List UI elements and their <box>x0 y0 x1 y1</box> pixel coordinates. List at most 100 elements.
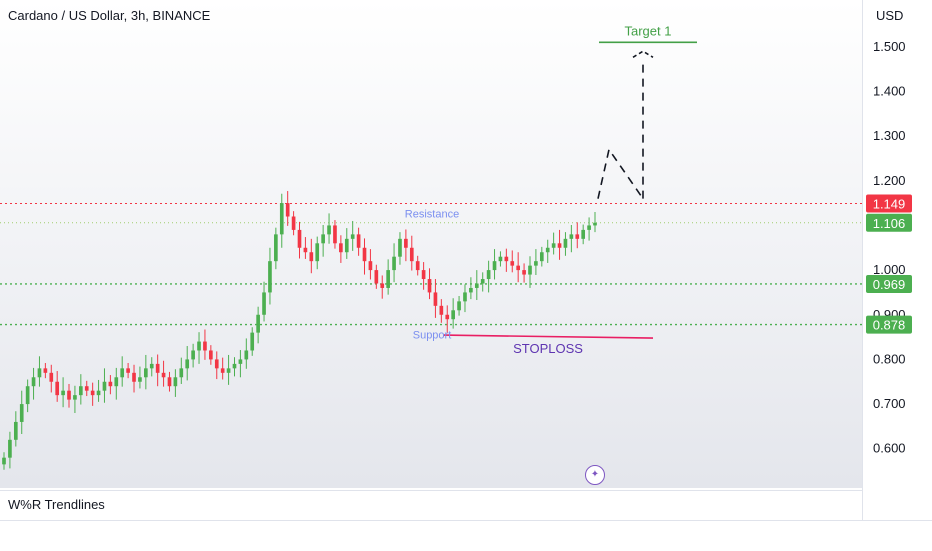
candle-body <box>457 301 461 311</box>
time-axis[interactable] <box>0 520 932 551</box>
candle-body <box>327 225 331 235</box>
candle-body <box>167 377 172 387</box>
candle-body <box>191 350 195 360</box>
price-tag-resistance <box>866 194 912 213</box>
currency-label[interactable]: USD <box>876 8 904 23</box>
indicator-pane: W%R Trendlines <box>0 490 862 517</box>
candle-body <box>43 368 48 373</box>
candle-body <box>197 341 201 351</box>
chart-plot[interactable]: 1.5001.4001.3001.2001.0000.9000.8000.700… <box>0 0 932 520</box>
candle-body <box>480 279 485 284</box>
candle-body <box>120 368 125 378</box>
candle-body <box>344 238 349 253</box>
candle-body <box>78 386 83 396</box>
candle-body <box>285 203 290 217</box>
candle-body <box>575 234 580 239</box>
candle-body <box>2 457 6 465</box>
candle-body <box>392 256 396 271</box>
candle-body <box>569 234 574 239</box>
candle-body <box>185 359 190 369</box>
y-tick-label: 1.400 <box>873 83 906 98</box>
candle-body <box>534 261 538 266</box>
candle-body <box>96 390 101 396</box>
candle-body <box>486 270 491 280</box>
candle-body <box>61 390 65 396</box>
candle-body <box>49 372 54 382</box>
y-tick-label: 0.700 <box>873 396 906 411</box>
candle-body <box>279 203 284 235</box>
candle-body <box>55 381 60 396</box>
candle-body <box>250 332 255 351</box>
candle-body <box>333 225 337 244</box>
candle-body <box>268 261 272 293</box>
candle-body <box>356 234 361 248</box>
plot-background <box>0 0 862 488</box>
candle-body <box>563 238 568 248</box>
candle-body <box>421 270 426 280</box>
candle-body <box>108 381 113 387</box>
candle-body <box>445 314 450 320</box>
candle-body <box>226 368 231 373</box>
candle-body <box>522 270 526 275</box>
candle-body <box>232 363 237 369</box>
candle-body <box>516 265 521 271</box>
candle-body <box>31 377 36 387</box>
candle-body <box>102 381 107 391</box>
y-tick-label: 0.800 <box>873 351 906 366</box>
candle-body <box>362 247 367 262</box>
candle-body <box>398 238 402 257</box>
candle-body <box>155 363 160 373</box>
price-tag-current <box>866 213 912 232</box>
price-tag-support <box>866 274 912 293</box>
candle-body <box>303 247 308 253</box>
price-tag-label: 1.149 <box>873 197 906 212</box>
candle-body <box>244 350 249 360</box>
candle-body <box>274 234 278 262</box>
candle-body <box>297 229 302 248</box>
price-axis[interactable] <box>862 0 932 520</box>
symbol-title: Cardano / US Dollar, 3h, BINANCE <box>8 8 211 23</box>
candle-body <box>161 372 166 378</box>
candle-body <box>90 390 95 396</box>
candle-body <box>492 261 497 271</box>
candle-body <box>19 404 24 422</box>
candle-body <box>539 252 544 262</box>
candle-body <box>350 234 355 239</box>
candle-body <box>528 265 532 275</box>
stoploss-label: STOPLOSS <box>513 341 583 356</box>
candle-body <box>256 314 260 333</box>
indicator-label[interactable]: W%R Trendlines <box>8 497 105 512</box>
y-tick-label: 1.200 <box>873 173 906 188</box>
candle-body <box>498 256 503 262</box>
candle-body <box>144 368 148 378</box>
candle-body <box>386 270 390 288</box>
candle-body <box>149 363 154 369</box>
price-tag-label: 1.106 <box>873 216 906 231</box>
candle-body <box>37 368 42 378</box>
candle-body <box>415 261 420 271</box>
candle-body <box>291 216 296 230</box>
candle-body <box>433 292 438 306</box>
candle-body <box>374 270 379 284</box>
candle-body <box>13 421 18 440</box>
candle-body <box>469 287 473 293</box>
star-icon[interactable]: ✦ <box>585 465 605 485</box>
candle-body <box>510 261 515 266</box>
y-tick-label: 1.000 <box>873 262 906 277</box>
candle-body <box>220 368 225 373</box>
candle-body <box>73 395 77 400</box>
support-label: Support <box>413 330 452 342</box>
candle-body <box>321 234 325 244</box>
candle-body <box>67 390 71 400</box>
candle-body <box>557 243 562 248</box>
candle-body <box>126 368 130 373</box>
candle-body <box>380 283 385 288</box>
projection-path <box>597 147 644 200</box>
candle-body <box>545 247 550 253</box>
candle-body <box>427 279 432 293</box>
candle-body <box>368 261 373 271</box>
candle-body <box>404 238 408 248</box>
price-tag-label: 0.878 <box>873 318 906 333</box>
y-tick-label: 1.500 <box>873 39 906 54</box>
